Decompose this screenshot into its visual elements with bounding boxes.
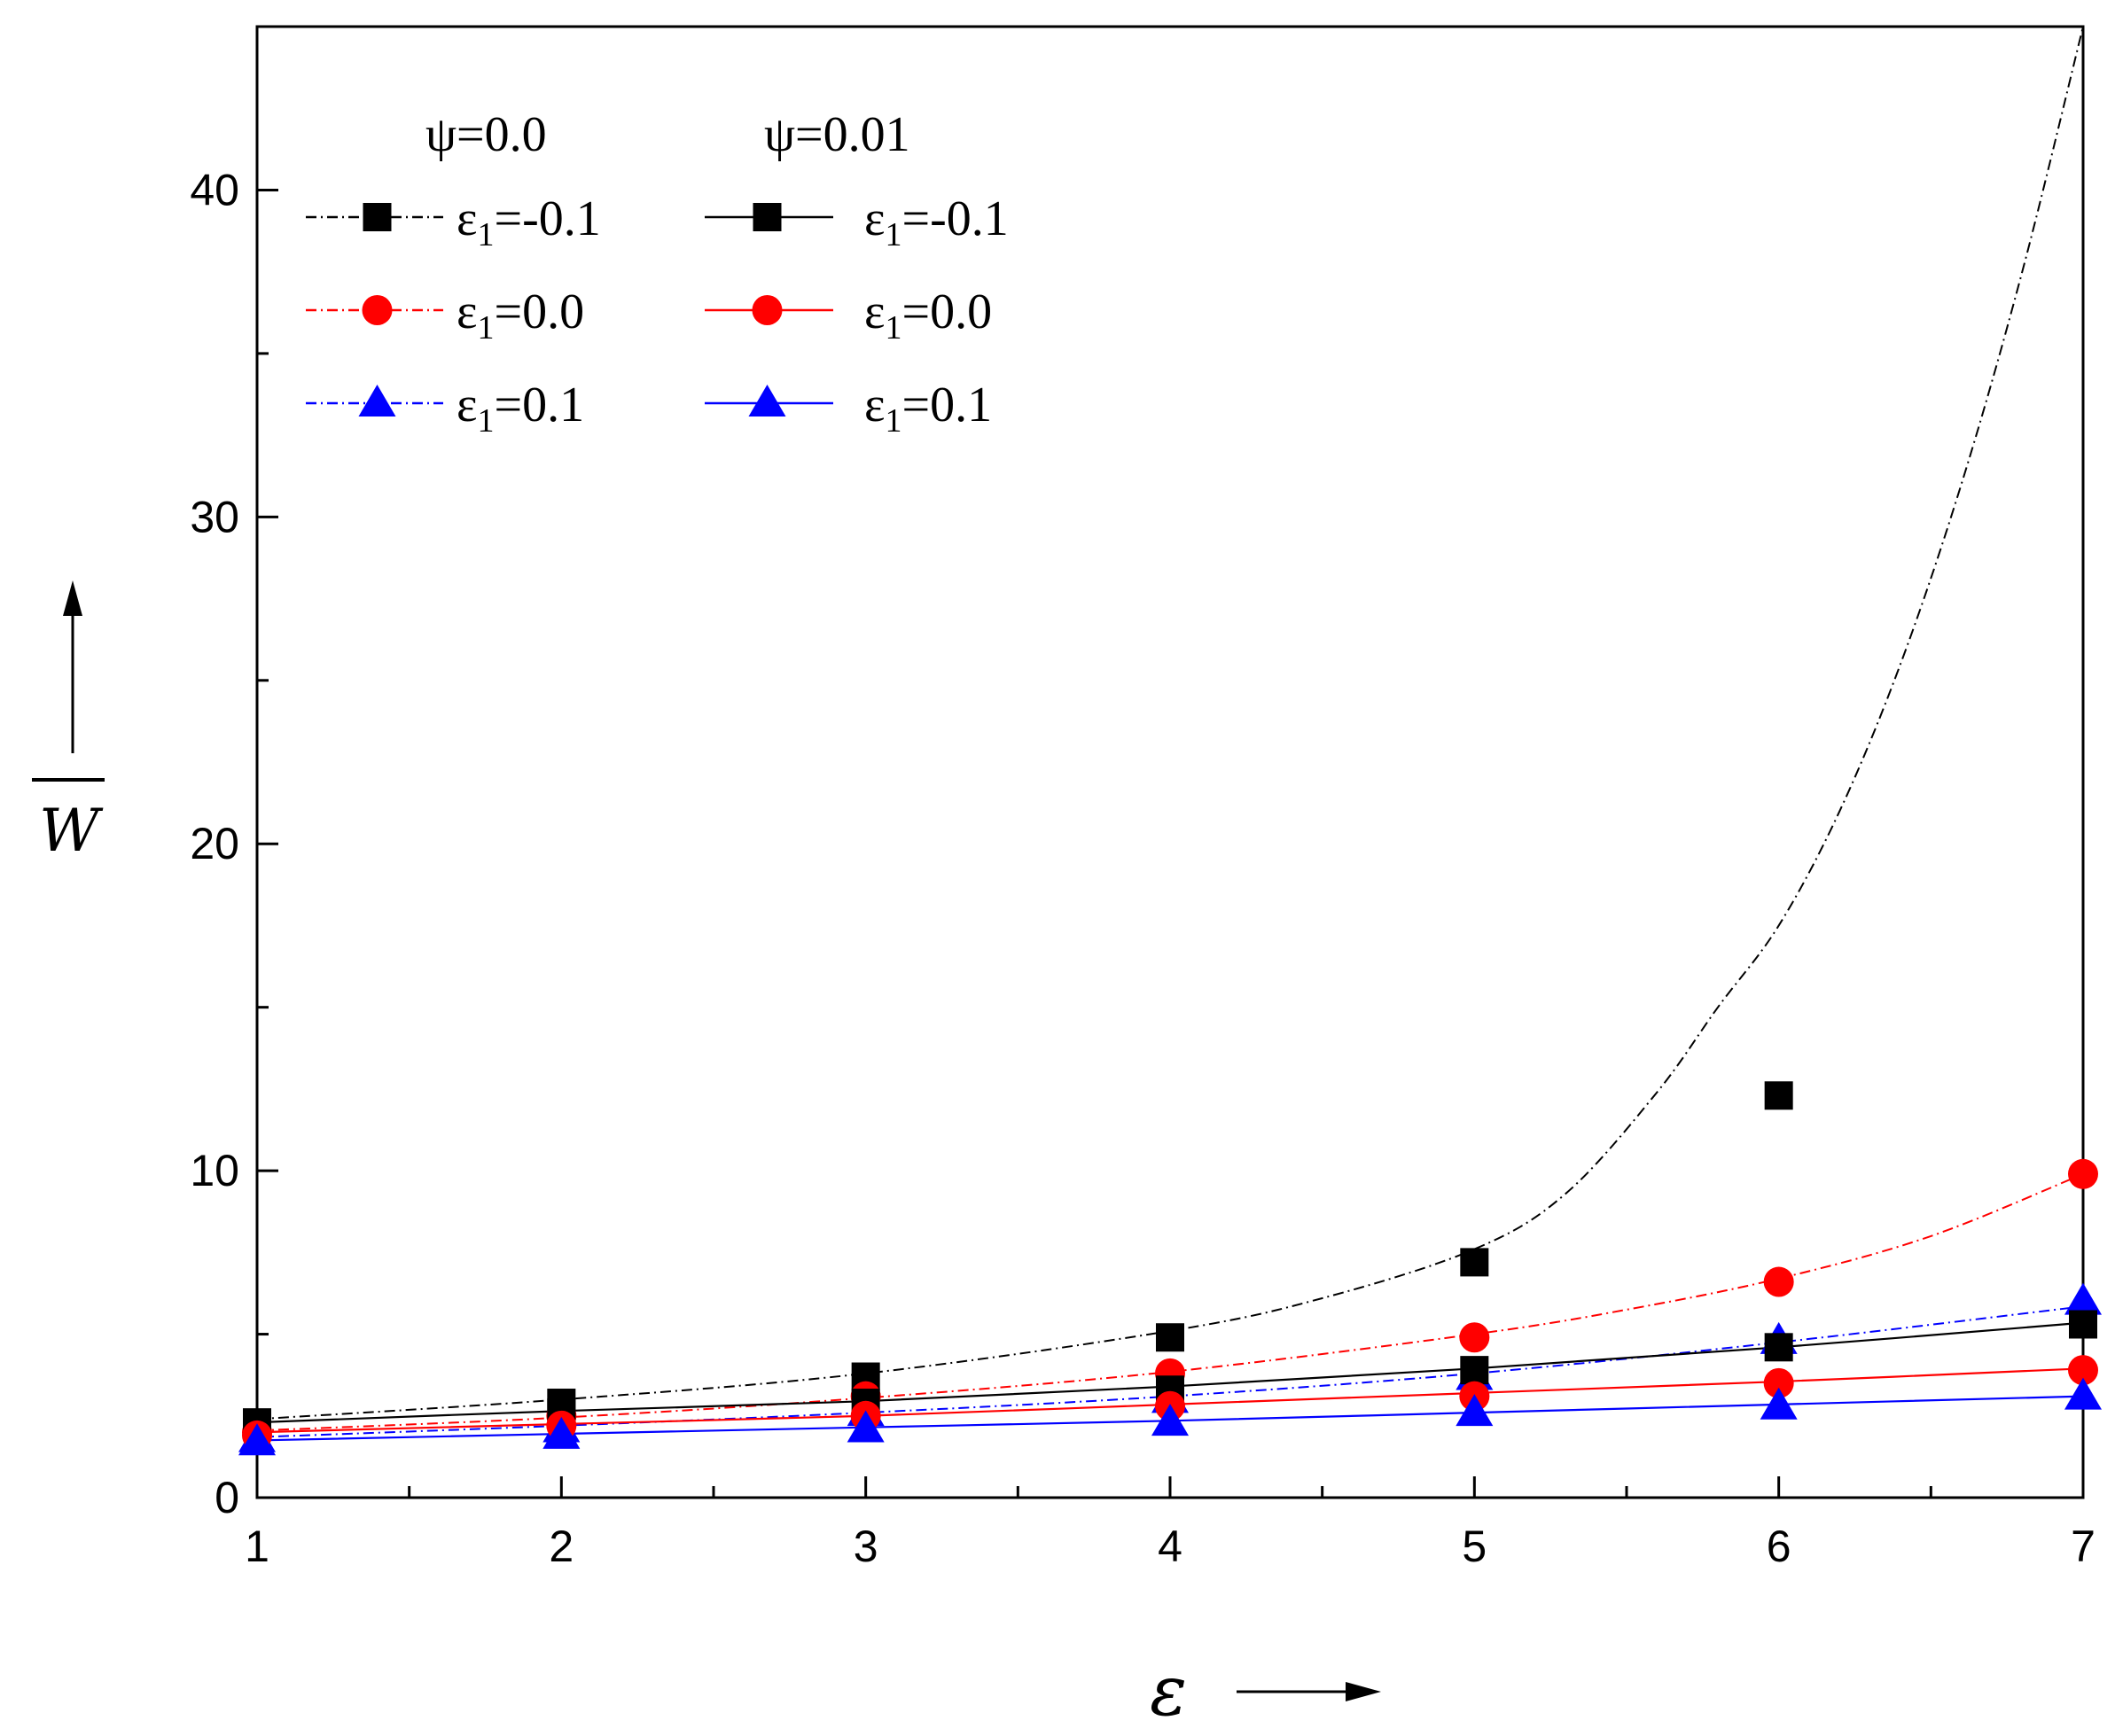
series-markers (238, 1081, 2102, 1456)
legend-header-psi-0: ψ=0.0 (425, 107, 547, 162)
data-marker-s5 (1760, 1387, 1798, 1420)
legend-header-psi-001: ψ=0.01 (764, 107, 910, 162)
x-tick-label: 7 (2071, 1522, 2095, 1571)
x-tick-label: 1 (245, 1522, 269, 1571)
x-tick-label: 3 (854, 1522, 878, 1571)
data-marker-s1 (1459, 1322, 1490, 1353)
data-marker-s5 (1456, 1394, 1494, 1427)
y-axis-arrow-head (63, 580, 82, 616)
x-tick-label: 6 (1767, 1522, 1791, 1571)
data-marker-s4 (1763, 1367, 1794, 1398)
plot-frame (255, 25, 2085, 1499)
axes: 1 2 3 4 5 6 7 0 10 20 30 40 (190, 165, 2095, 1571)
y-tick-label: 0 (215, 1473, 239, 1522)
x-tick-label: 2 (549, 1522, 574, 1571)
y-tick-label: 40 (190, 165, 239, 214)
data-marker-s3 (1764, 1333, 1793, 1362)
x-tick-label: 4 (1158, 1522, 1182, 1571)
y-axis-title-group: W (32, 580, 105, 865)
y-tick-label: 30 (190, 492, 239, 541)
legend-label-0: ε1=-0.1 (457, 191, 601, 253)
legend-marker-0 (363, 203, 392, 231)
legend-label-1: ε1=0.0 (457, 284, 584, 346)
legend-label-5: ε1=0.1 (864, 378, 992, 440)
y-tick-label: 10 (190, 1146, 239, 1195)
x-tick-label: 5 (1462, 1522, 1487, 1571)
data-marker-s5 (2064, 1377, 2102, 1410)
y-axis-title: W (39, 797, 104, 865)
data-marker-s5 (847, 1410, 885, 1443)
data-marker-s5 (1151, 1404, 1189, 1436)
y-tick-label: 20 (190, 819, 239, 868)
legend-marker-2 (358, 385, 396, 416)
data-marker-s2 (2064, 1282, 2102, 1315)
data-marker-s3 (1460, 1356, 1489, 1385)
data-marker-s0 (1156, 1323, 1184, 1352)
x-axis-title-group: ε (1150, 1652, 1381, 1732)
data-marker-s0 (1460, 1248, 1489, 1277)
legend: ψ=0.0 ψ=0.01 ε1=-0.1 ε1=0.0 ε1=0.1 ε1=-0.1 ε… (306, 107, 1009, 440)
data-marker-s1 (2068, 1158, 2098, 1189)
x-axis-arrow-head (1346, 1682, 1381, 1701)
x-axis-title: ε (1150, 1652, 1187, 1732)
data-marker-s4 (2068, 1355, 2098, 1386)
legend-label-2: ε1=0.1 (457, 378, 584, 440)
legend-marker-3 (753, 203, 782, 231)
data-marker-s0 (1764, 1081, 1793, 1110)
series-line-1 (257, 1172, 2083, 1432)
data-marker-s5 (238, 1423, 276, 1456)
series-line-0 (257, 27, 2083, 1421)
legend-label-4: ε1=0.0 (864, 284, 992, 346)
data-marker-s1 (1763, 1266, 1794, 1297)
data-marker-s3 (2069, 1310, 2097, 1339)
data-marker-s5 (542, 1416, 581, 1449)
legend-label-3: ε1=-0.1 (864, 191, 1009, 253)
legend-marker-5 (748, 385, 786, 416)
legend-marker-1 (362, 295, 393, 325)
legend-marker-4 (752, 295, 783, 325)
